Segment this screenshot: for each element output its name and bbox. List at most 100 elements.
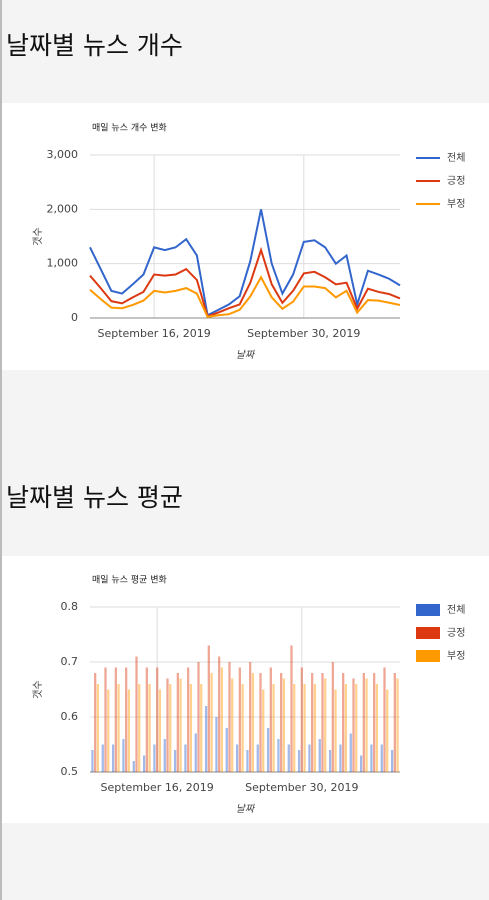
bar	[173, 750, 177, 772]
bar	[204, 706, 208, 772]
bar	[220, 667, 224, 772]
bar	[313, 684, 317, 772]
bar	[282, 678, 286, 772]
bar	[148, 684, 151, 772]
x-tick-label: September 30, 2019	[247, 327, 360, 340]
chart-title: 매일 뉴스 개수 변화	[92, 123, 167, 134]
bar	[328, 750, 332, 772]
bar	[101, 744, 104, 772]
y-axis-title: 갯수	[32, 680, 44, 698]
legend-swatch	[416, 604, 440, 616]
bar	[318, 739, 321, 772]
bar	[179, 678, 182, 772]
section-heading: 날짜별 뉴스 평균	[6, 483, 183, 512]
bar	[138, 684, 141, 772]
bar	[334, 689, 337, 772]
bar	[349, 733, 352, 772]
bar	[324, 678, 327, 772]
bar	[156, 667, 159, 772]
bar	[303, 684, 306, 772]
bar	[207, 645, 210, 772]
x-axis-title: 날짜	[236, 803, 256, 815]
bar	[153, 744, 156, 772]
legend-label: 긍정	[447, 175, 465, 187]
bar	[259, 673, 262, 772]
line	[89, 209, 401, 317]
legend-label: 전체	[447, 604, 465, 616]
bar	[249, 662, 252, 772]
bar	[215, 717, 218, 772]
bar	[393, 673, 396, 772]
bar	[287, 744, 290, 772]
bar	[272, 684, 275, 772]
bar	[297, 750, 301, 772]
bar	[251, 673, 255, 772]
line	[89, 275, 401, 319]
legend-label: 부정	[447, 198, 465, 210]
bar	[163, 739, 166, 772]
section-heading: 날짜별 뉴스 개수	[6, 31, 183, 60]
bar	[386, 689, 389, 772]
bar	[256, 744, 259, 772]
chart-title: 매일 뉴스 평균 변화	[92, 575, 167, 586]
bar	[125, 667, 128, 772]
bar	[187, 667, 190, 772]
bar	[210, 673, 213, 772]
legend-label: 전체	[447, 152, 465, 164]
bar	[189, 684, 193, 772]
bar	[262, 689, 265, 772]
bar	[246, 750, 249, 772]
bar	[321, 673, 324, 772]
bar	[396, 678, 399, 772]
bar	[342, 673, 345, 772]
bar	[94, 673, 97, 772]
bar	[375, 684, 379, 772]
bar	[311, 673, 314, 772]
bar	[241, 684, 244, 772]
bar	[166, 678, 169, 772]
bar	[355, 684, 358, 772]
bar	[235, 744, 239, 772]
y-tick-label: 1,000	[47, 257, 79, 270]
legend-label: 부정	[447, 650, 465, 662]
bar	[176, 673, 179, 772]
bar	[117, 684, 120, 772]
y-axis-title: 갯수	[32, 227, 44, 245]
y-tick-label: 2,000	[47, 202, 79, 215]
x-axis-title: 날짜	[236, 349, 256, 361]
bar	[218, 656, 221, 772]
bar	[197, 662, 200, 772]
bar	[331, 662, 334, 772]
x-tick-label: September 30, 2019	[245, 781, 358, 794]
bar	[269, 667, 272, 772]
y-tick-label: 0.8	[61, 600, 79, 613]
bar	[158, 689, 162, 772]
legend-swatch	[416, 627, 440, 639]
bar	[200, 684, 203, 772]
bar	[359, 755, 363, 772]
bar	[370, 744, 373, 772]
bar	[280, 673, 283, 772]
bar	[142, 755, 146, 772]
bar	[132, 761, 135, 772]
bar	[383, 667, 386, 772]
bar	[362, 673, 365, 772]
bar	[145, 667, 148, 772]
bar	[231, 678, 234, 772]
legend-label: 긍정	[447, 627, 465, 639]
bar	[308, 744, 311, 772]
bar	[293, 684, 296, 772]
bar	[390, 750, 394, 772]
bar	[111, 744, 115, 772]
bar	[380, 744, 383, 772]
bar	[135, 656, 138, 772]
bar	[169, 684, 172, 772]
bar	[266, 728, 270, 772]
bar	[127, 689, 131, 772]
bar	[194, 733, 197, 772]
y-tick-label: 0	[71, 311, 78, 324]
bar	[344, 684, 348, 772]
chart-card	[2, 556, 489, 823]
